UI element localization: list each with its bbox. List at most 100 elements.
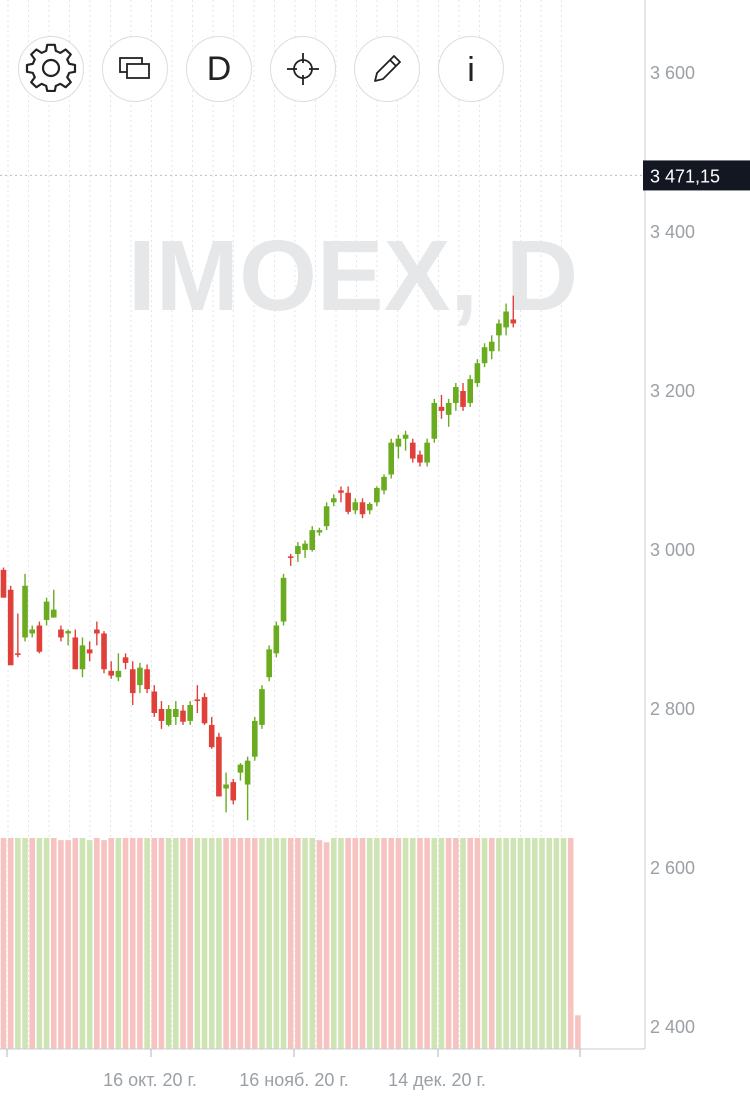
candle-body [395, 438, 402, 447]
volume-bar [510, 838, 517, 1049]
volume-bar [237, 838, 244, 1049]
candle-body [295, 546, 301, 554]
volume-bar [567, 838, 574, 1049]
volume-bar [424, 838, 430, 1049]
info-label: i [467, 51, 475, 89]
candle-body [29, 629, 36, 634]
x-tick-label: 14 дек. 20 г. [388, 1070, 486, 1090]
last-price-badge [643, 160, 750, 191]
volume-bar [359, 838, 366, 1049]
interval-button[interactable]: D [186, 36, 252, 102]
volume-bar [137, 838, 143, 1049]
y-axis-labels: 3 600 3 400 3 200 3 000 2 800 2 600 2 400 [650, 63, 695, 1037]
volume-bars [0, 838, 581, 1049]
candle-body [230, 782, 237, 801]
candle-body [474, 363, 481, 384]
volume-bar [338, 838, 344, 1049]
candle-body [122, 657, 129, 663]
volume-bar [524, 838, 531, 1049]
volume-bar [208, 838, 215, 1049]
y-tick-label: 3 400 [650, 222, 695, 242]
volume-bar [395, 838, 402, 1049]
candle-body [79, 645, 86, 670]
last-price-marker: 3 471,15 [0, 160, 750, 191]
volume-bar [546, 838, 552, 1049]
candle-body [510, 319, 517, 324]
candle-body [137, 667, 143, 686]
volume-bar [532, 838, 538, 1049]
volume-bar [201, 838, 208, 1049]
candle-body [58, 629, 64, 638]
volume-bar [58, 840, 64, 1049]
candle-body [65, 631, 71, 634]
crosshair-icon [287, 53, 319, 85]
x-tick-label: 16 окт. 20 г. [103, 1070, 197, 1090]
candle-body [252, 720, 258, 757]
info-button[interactable]: i [438, 36, 504, 102]
volume-bar [165, 838, 172, 1049]
volume-bar [295, 838, 301, 1049]
candle-body [43, 601, 50, 620]
volume-bar [488, 838, 495, 1049]
candlestick-series [0, 295, 517, 821]
candle-body [488, 341, 495, 352]
layers-button[interactable] [102, 36, 168, 102]
y-tick-label: 2 400 [650, 1017, 695, 1037]
candle-body [467, 379, 473, 403]
settings-button[interactable] [18, 36, 84, 102]
candle-body [201, 697, 208, 724]
crosshair-button[interactable] [270, 36, 336, 102]
candle-body [72, 637, 79, 670]
y-tick-label: 2 800 [650, 699, 695, 719]
candle-body [144, 669, 150, 690]
volume-bar [151, 838, 158, 1049]
candle-body [244, 760, 251, 785]
info-icon: i [467, 51, 475, 89]
candle-body [208, 724, 215, 748]
volume-bar [453, 838, 459, 1049]
volume-bar [366, 838, 373, 1049]
candle-body [352, 502, 359, 511]
volume-bar [223, 838, 229, 1049]
volume-bar [467, 838, 473, 1049]
volume-bar [65, 840, 71, 1049]
volume-bar [266, 838, 272, 1049]
volume-bar [323, 842, 330, 1049]
candle-body [7, 589, 14, 666]
volume-bar [0, 838, 7, 1049]
volume-bar [316, 840, 323, 1049]
candle-body [503, 311, 509, 328]
volume-bar [431, 838, 438, 1049]
volume-bar [560, 838, 567, 1049]
y-tick-label: 2 600 [650, 858, 695, 878]
y-tick-label: 3 600 [650, 63, 695, 83]
candle-body [417, 454, 423, 463]
candle-body [330, 498, 337, 503]
y-tick-label: 3 200 [650, 381, 695, 401]
layers-icon [119, 57, 150, 79]
volume-bar [108, 838, 114, 1049]
draw-button[interactable] [354, 36, 420, 102]
candle-body [266, 649, 272, 678]
candle-body [381, 476, 387, 491]
volume-bar [115, 838, 122, 1049]
candle-body [424, 442, 430, 463]
volume-bar [374, 838, 380, 1049]
volume-bar [50, 838, 57, 1049]
candle-body [187, 705, 193, 721]
volume-bar [101, 840, 107, 1049]
x-tick-label: 16 нояб. 20 г. [239, 1070, 348, 1090]
volume-bar [388, 838, 395, 1049]
candle-body [366, 503, 373, 511]
interval-label: D [207, 50, 232, 88]
volume-bar [72, 838, 79, 1049]
volume-bar [194, 838, 201, 1049]
volume-bar [158, 838, 165, 1049]
candle-body [158, 709, 165, 721]
candle-body [302, 543, 308, 550]
volume-bar [94, 838, 100, 1049]
candle-body [15, 653, 21, 655]
candle-body [165, 709, 172, 725]
candle-body [496, 323, 502, 336]
